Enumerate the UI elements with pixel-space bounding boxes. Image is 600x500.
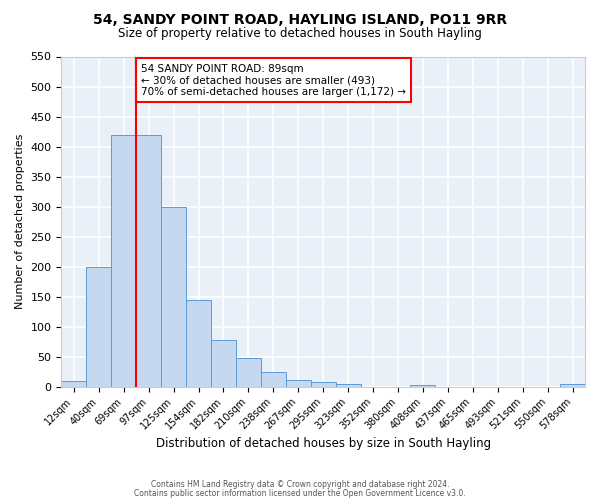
Bar — [211, 340, 236, 387]
Text: Size of property relative to detached houses in South Hayling: Size of property relative to detached ho… — [118, 28, 482, 40]
Bar — [286, 380, 311, 387]
Bar — [335, 384, 361, 387]
Bar — [186, 300, 211, 387]
Bar — [410, 385, 436, 387]
Text: 54, SANDY POINT ROAD, HAYLING ISLAND, PO11 9RR: 54, SANDY POINT ROAD, HAYLING ISLAND, PO… — [93, 12, 507, 26]
Bar — [236, 358, 261, 387]
Bar — [161, 206, 186, 387]
Bar — [261, 372, 286, 387]
Bar — [111, 134, 136, 387]
Text: 54 SANDY POINT ROAD: 89sqm
← 30% of detached houses are smaller (493)
70% of sem: 54 SANDY POINT ROAD: 89sqm ← 30% of deta… — [141, 64, 406, 97]
Bar — [61, 381, 86, 387]
Text: Contains public sector information licensed under the Open Government Licence v3: Contains public sector information licen… — [134, 488, 466, 498]
Bar — [560, 384, 585, 387]
Text: Contains HM Land Registry data © Crown copyright and database right 2024.: Contains HM Land Registry data © Crown c… — [151, 480, 449, 489]
Y-axis label: Number of detached properties: Number of detached properties — [15, 134, 25, 310]
Bar — [86, 266, 111, 387]
X-axis label: Distribution of detached houses by size in South Hayling: Distribution of detached houses by size … — [155, 437, 491, 450]
Bar — [136, 134, 161, 387]
Bar — [311, 382, 335, 387]
